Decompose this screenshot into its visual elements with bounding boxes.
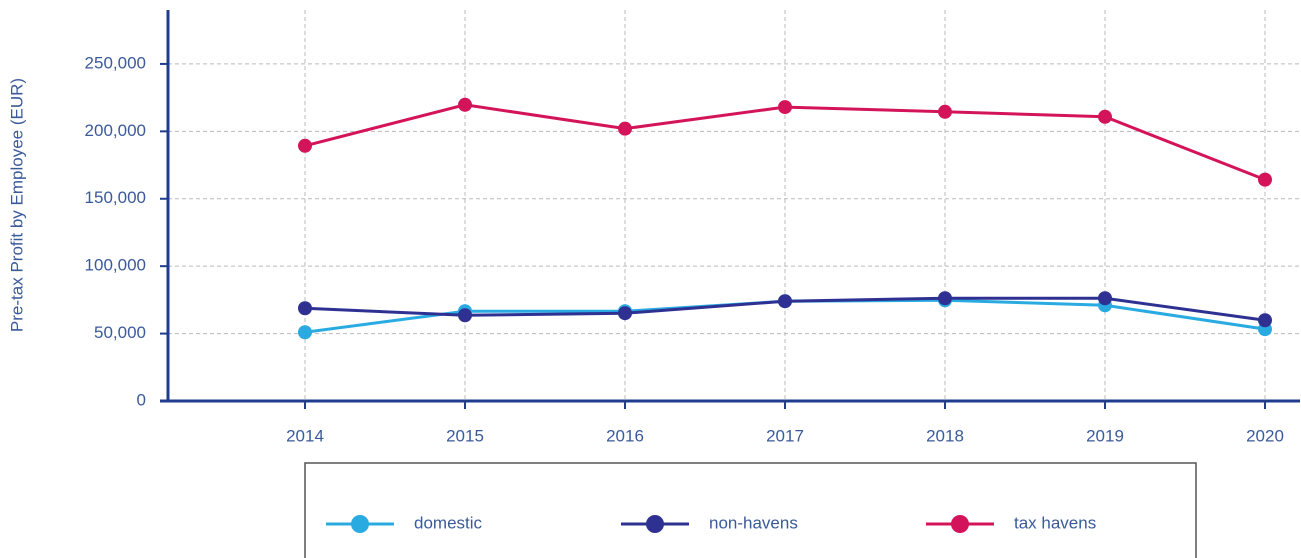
data-point (1258, 172, 1272, 187)
data-point (618, 306, 632, 321)
y-tick-label: 200,000 (85, 121, 146, 140)
data-point (458, 308, 472, 323)
data-point (298, 138, 312, 153)
data-point (1258, 313, 1272, 328)
data-point (938, 104, 952, 119)
data-point (1098, 291, 1112, 306)
data-point (778, 100, 792, 115)
y-axis-label: Pre-tax Profit by Employee (EUR) (7, 78, 26, 332)
y-tick-label: 0 (137, 390, 146, 409)
data-point (778, 294, 792, 309)
x-tick-label: 2015 (446, 426, 484, 445)
legend-label: non-havens (709, 513, 798, 532)
legend-marker (351, 515, 369, 533)
x-tick-label: 2020 (1246, 426, 1284, 445)
x-tick-label: 2018 (926, 426, 964, 445)
data-point (938, 291, 952, 306)
x-tick-label: 2017 (766, 426, 804, 445)
data-point (298, 325, 312, 340)
legend-marker (646, 515, 664, 533)
legend-box (304, 462, 1197, 558)
data-point (1098, 109, 1112, 124)
x-tick-label: 2019 (1086, 426, 1124, 445)
data-point (458, 97, 472, 112)
data-point (298, 301, 312, 316)
y-tick-label: 250,000 (85, 53, 146, 72)
data-point (618, 121, 632, 136)
x-tick-label: 2016 (606, 426, 644, 445)
x-tick-label: 2014 (286, 426, 324, 445)
y-tick-label: 100,000 (85, 256, 146, 275)
legend-marker (951, 515, 969, 533)
legend-label: tax havens (1014, 513, 1096, 532)
y-tick-label: 50,000 (94, 323, 146, 342)
y-tick-label: 150,000 (85, 188, 146, 207)
legend-label: domestic (414, 513, 483, 532)
